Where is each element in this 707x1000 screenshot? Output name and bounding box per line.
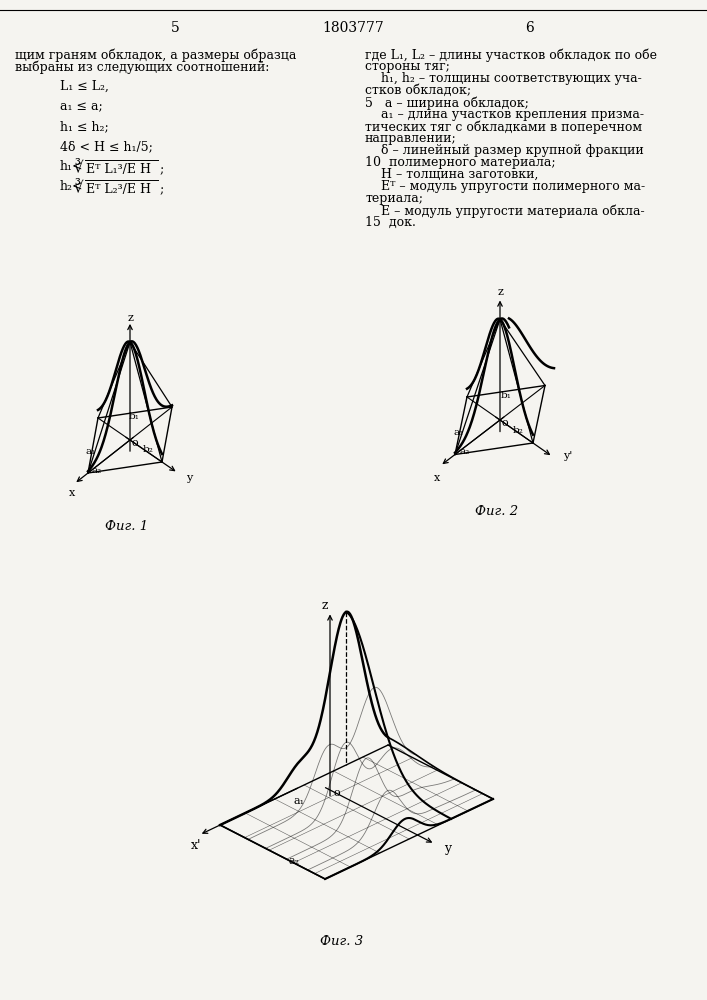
Text: 4δ < H ≤ h₁/5;: 4δ < H ≤ h₁/5; (60, 140, 153, 153)
Text: Eᵀ L₂³/E H: Eᵀ L₂³/E H (86, 183, 151, 196)
Text: a₂: a₂ (460, 447, 469, 456)
Text: a₁: a₁ (453, 428, 463, 437)
Text: o: o (132, 438, 139, 448)
Text: y': y' (563, 451, 573, 461)
Text: тических тяг с обкладками в поперечном: тических тяг с обкладками в поперечном (365, 120, 642, 133)
Text: h₁<: h₁< (60, 160, 83, 173)
Text: Eᵀ L₁³/E H: Eᵀ L₁³/E H (86, 163, 151, 176)
Text: ;: ; (159, 183, 163, 196)
Text: a₂: a₂ (92, 466, 103, 475)
Text: 10  полимерного материала;: 10 полимерного материала; (365, 156, 556, 169)
Text: 15  док.: 15 док. (365, 216, 416, 229)
Text: a₂: a₂ (288, 856, 300, 866)
Text: Фиг. 2: Фиг. 2 (475, 505, 518, 518)
Text: h₁, h₂ – толщины соответствующих уча-: h₁, h₂ – толщины соответствующих уча- (365, 72, 642, 85)
Text: z: z (127, 313, 133, 323)
Text: o: o (502, 418, 508, 428)
Text: h₁ ≤ h₂;: h₁ ≤ h₂; (60, 120, 109, 133)
Text: 5: 5 (170, 21, 180, 35)
Text: x': x' (191, 839, 201, 852)
Text: y: y (187, 473, 192, 483)
Text: Eᵀ – модуль упругости полимерного ма-: Eᵀ – модуль упругости полимерного ма- (365, 180, 645, 193)
Text: Фиг. 1: Фиг. 1 (105, 520, 148, 533)
Text: H – толщина заготовки,: H – толщина заготовки, (365, 168, 538, 181)
Text: x: x (69, 488, 75, 498)
Text: стороны тяг;: стороны тяг; (365, 60, 450, 73)
Text: a₁: a₁ (85, 448, 95, 456)
Text: териала;: териала; (365, 192, 423, 205)
Text: b₂: b₂ (513, 426, 523, 435)
Text: E – модуль упругости материала обкла-: E – модуль упругости материала обкла- (365, 204, 645, 218)
Text: a₁: a₁ (293, 796, 305, 806)
Text: где L₁, L₂ – длины участков обкладок по обе: где L₁, L₂ – длины участков обкладок по … (365, 48, 657, 62)
Text: 5   a – ширина обкладок;: 5 a – ширина обкладок; (365, 96, 529, 109)
Text: a₁ – длина участков крепления призма-: a₁ – длина участков крепления призма- (365, 108, 644, 121)
Text: b₁: b₁ (500, 391, 511, 400)
Text: стков обкладок;: стков обкладок; (365, 84, 471, 97)
Text: o: o (333, 788, 339, 798)
Text: ∛: ∛ (74, 180, 83, 195)
Text: 6: 6 (525, 21, 534, 35)
Text: δ – линейный размер крупной фракции: δ – линейный размер крупной фракции (365, 144, 644, 157)
Text: направлении;: направлении; (365, 132, 457, 145)
Text: b₁: b₁ (129, 412, 140, 421)
Text: щим граням обкладок, а размеры образца: щим граням обкладок, а размеры образца (15, 48, 296, 62)
Text: ;: ; (159, 163, 163, 176)
Text: выбраны из следующих соотношений:: выбраны из следующих соотношений: (15, 60, 269, 74)
Text: Фиг. 3: Фиг. 3 (320, 935, 363, 948)
Text: h₂<: h₂< (60, 180, 83, 193)
Text: x: x (434, 473, 440, 483)
Text: 1803777: 1803777 (322, 21, 384, 35)
Text: b₂: b₂ (142, 445, 153, 454)
Text: ∛: ∛ (74, 160, 83, 175)
Text: a₁ ≤ a;: a₁ ≤ a; (60, 100, 103, 113)
Text: L₁ ≤ L₂,: L₁ ≤ L₂, (60, 80, 109, 93)
Text: y: y (444, 842, 451, 855)
Text: z: z (322, 599, 328, 612)
Text: z: z (497, 287, 503, 297)
